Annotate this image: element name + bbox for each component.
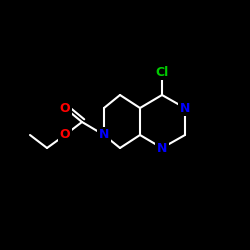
Text: N: N bbox=[99, 128, 109, 141]
Text: N: N bbox=[180, 102, 190, 114]
Text: O: O bbox=[60, 128, 70, 141]
Text: N: N bbox=[157, 142, 167, 154]
Text: Cl: Cl bbox=[156, 66, 168, 78]
Text: O: O bbox=[60, 102, 70, 114]
